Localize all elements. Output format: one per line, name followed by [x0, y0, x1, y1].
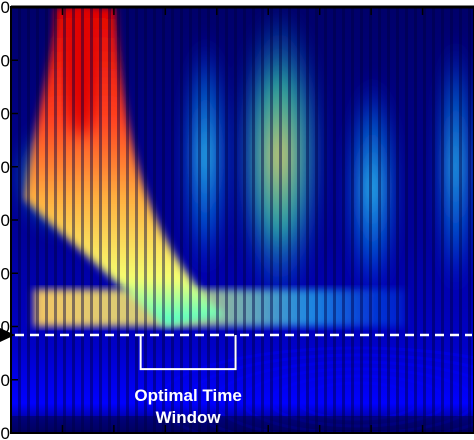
- y-tick-label: 150: [0, 264, 10, 283]
- annotations: Optimal Time Window: [0, 328, 472, 427]
- y-tick-label: 400: [0, 0, 10, 17]
- oscillation-stripes: [11, 7, 474, 433]
- y-tick-label: 50: [0, 371, 10, 390]
- pointer-arrow-icon: [0, 328, 15, 343]
- y-tick-label: 350: [0, 51, 10, 70]
- y-tick-label: 300: [0, 105, 10, 124]
- optimal-window-bracket: [139, 335, 237, 371]
- optimal-window-label-line1: Optimal Time: [134, 386, 241, 405]
- y-tick-label: 250: [0, 158, 10, 177]
- optimal-window-label-line2: Window: [156, 408, 222, 427]
- y-tick-label: 0: [1, 424, 10, 440]
- heatmap-field: [11, 7, 474, 433]
- y-tick-label: 200: [0, 211, 10, 230]
- y-tick-label: 100: [0, 318, 10, 337]
